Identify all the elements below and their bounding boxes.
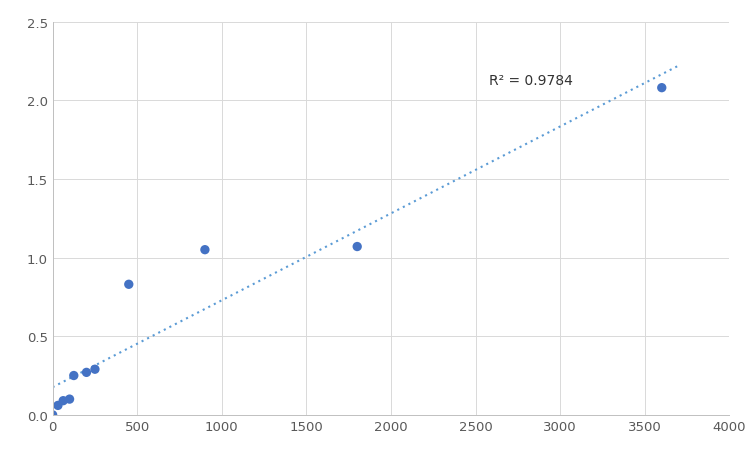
Point [47, 411, 59, 419]
Point [57, 397, 69, 405]
Point [123, 281, 135, 288]
Point [351, 244, 363, 251]
Point [199, 247, 211, 254]
Point [656, 85, 668, 92]
Text: R² = 0.9784: R² = 0.9784 [489, 74, 573, 87]
Point [52, 402, 64, 409]
Point [80, 369, 92, 376]
Point [63, 396, 75, 403]
Point [68, 372, 80, 379]
Point [89, 366, 101, 373]
